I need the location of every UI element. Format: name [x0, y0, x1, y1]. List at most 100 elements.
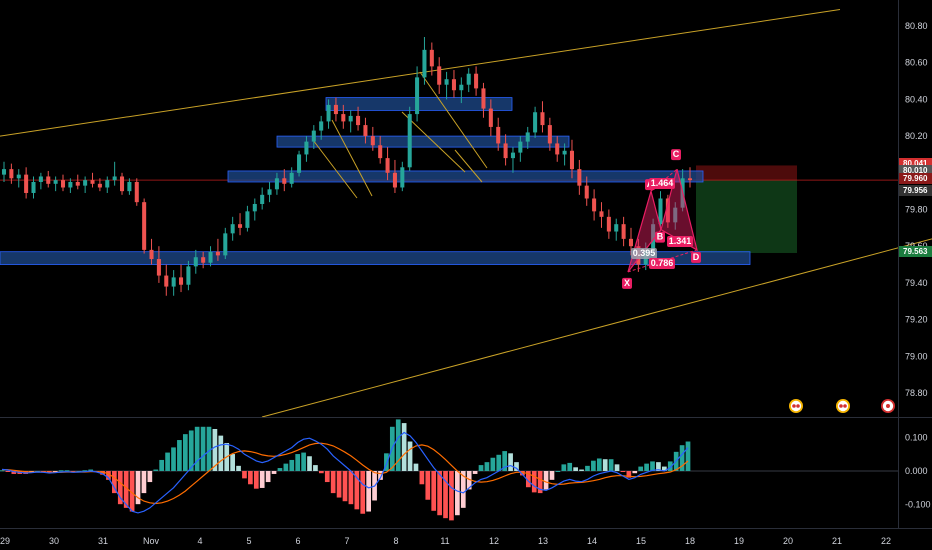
- macd-histogram-bar: [567, 462, 573, 471]
- candle: [459, 77, 464, 104]
- macd-histogram-bar: [342, 471, 348, 502]
- event-icon: [789, 399, 803, 413]
- macd-histogram-bar: [585, 465, 590, 471]
- candle-body: [392, 172, 397, 188]
- candle-body: [127, 181, 132, 192]
- candle-body: [274, 178, 279, 190]
- candle: [149, 238, 154, 265]
- candle: [628, 227, 634, 256]
- candle-body: [525, 132, 530, 142]
- candle: [422, 37, 427, 85]
- time-tick-label: Nov: [143, 536, 160, 546]
- candle-body: [562, 150, 567, 155]
- price-tick-label: 79.20: [905, 315, 928, 325]
- candle: [319, 115, 324, 140]
- time-tick-label: 4: [197, 536, 202, 546]
- macd-histogram-bar: [188, 430, 194, 471]
- ratio-label-bg: [649, 178, 675, 189]
- candle: [673, 202, 678, 230]
- macd-tick-label: 0.100: [905, 433, 928, 443]
- ratio-label: 0.395: [633, 248, 656, 258]
- candle: [599, 202, 604, 228]
- time-tick-label: 14: [587, 536, 597, 546]
- candle-body: [407, 114, 412, 168]
- candle-body: [628, 238, 634, 247]
- time-tick-label: 20: [783, 536, 793, 546]
- price-tick-label: 79.40: [905, 278, 928, 288]
- candle-body: [60, 180, 66, 188]
- macd-histogram-bar: [277, 468, 283, 471]
- candle: [53, 176, 58, 192]
- price-tag-label: 80.041: [903, 159, 928, 168]
- candle-body: [297, 154, 302, 173]
- pattern-point-label-x: X: [624, 278, 630, 288]
- candle: [606, 209, 611, 239]
- macd-histogram-bar: [153, 469, 159, 471]
- pattern-point-label-bg: [691, 251, 701, 263]
- candle-body: [451, 79, 456, 91]
- candle-body: [134, 181, 139, 203]
- time-tick-label: 19: [734, 536, 744, 546]
- candle: [164, 264, 169, 296]
- macd-histogram-bar: [395, 419, 401, 471]
- candle-body: [24, 174, 29, 193]
- candle-body: [503, 143, 508, 159]
- macd-histogram-bar: [100, 471, 105, 475]
- candle: [555, 136, 560, 162]
- ratio-label-bg: [667, 236, 693, 247]
- price-tag-bg: [899, 158, 932, 169]
- macd-histogram-bar: [58, 470, 64, 472]
- macd-histogram-bar: [443, 471, 448, 519]
- candle: [547, 117, 552, 151]
- macd-histogram-bar: [667, 461, 673, 471]
- candle: [31, 176, 36, 199]
- macd-histogram-bar: [407, 441, 413, 471]
- candle: [503, 134, 508, 166]
- candle: [370, 126, 375, 151]
- macd-histogram-bar: [112, 471, 117, 494]
- macd-histogram-bar: [632, 471, 638, 474]
- candle-body: [437, 66, 442, 85]
- macd-histogram-bar: [117, 471, 123, 505]
- candle-body: [569, 150, 574, 170]
- candle-body: [90, 180, 95, 184]
- candle: [584, 176, 589, 206]
- macd-histogram-bar: [206, 426, 212, 471]
- event-icon-dot: [886, 404, 890, 408]
- candle: [97, 178, 102, 192]
- pattern-point-label-b: B: [657, 232, 664, 242]
- price-tick-label: 80.40: [905, 94, 928, 104]
- flag-line-3: [419, 71, 488, 169]
- price-tag-bg: [899, 246, 932, 257]
- pattern-point-label-bg: [655, 231, 665, 243]
- macd-histogram-bar: [549, 471, 555, 480]
- macd-histogram-bar: [413, 463, 419, 471]
- zone-2: [227, 170, 704, 183]
- candle-body: [9, 169, 14, 179]
- candle: [665, 194, 670, 228]
- candle-body: [651, 224, 656, 250]
- candle-body: [208, 251, 213, 263]
- candle: [75, 174, 80, 190]
- candle: [333, 97, 338, 122]
- candle: [407, 106, 412, 171]
- candle-body: [518, 141, 523, 153]
- candle-body: [341, 114, 346, 122]
- macd-histogram-bar: [614, 464, 620, 471]
- candle-body: [319, 121, 324, 131]
- flag-line-1: [331, 119, 373, 197]
- candle: [186, 260, 191, 291]
- candle: [510, 147, 515, 173]
- candle-body: [370, 136, 375, 146]
- price-tick-label: 79.00: [905, 351, 928, 361]
- macd-histogram-bar: [602, 459, 608, 471]
- candle-body: [289, 172, 294, 184]
- event-icon-dot: [843, 404, 847, 408]
- macd-histogram-bar: [626, 471, 632, 478]
- macd-histogram-bar: [259, 471, 265, 488]
- macd-histogram-bar: [425, 471, 431, 500]
- time-tick-label: 8: [393, 536, 398, 546]
- candle: [282, 169, 287, 192]
